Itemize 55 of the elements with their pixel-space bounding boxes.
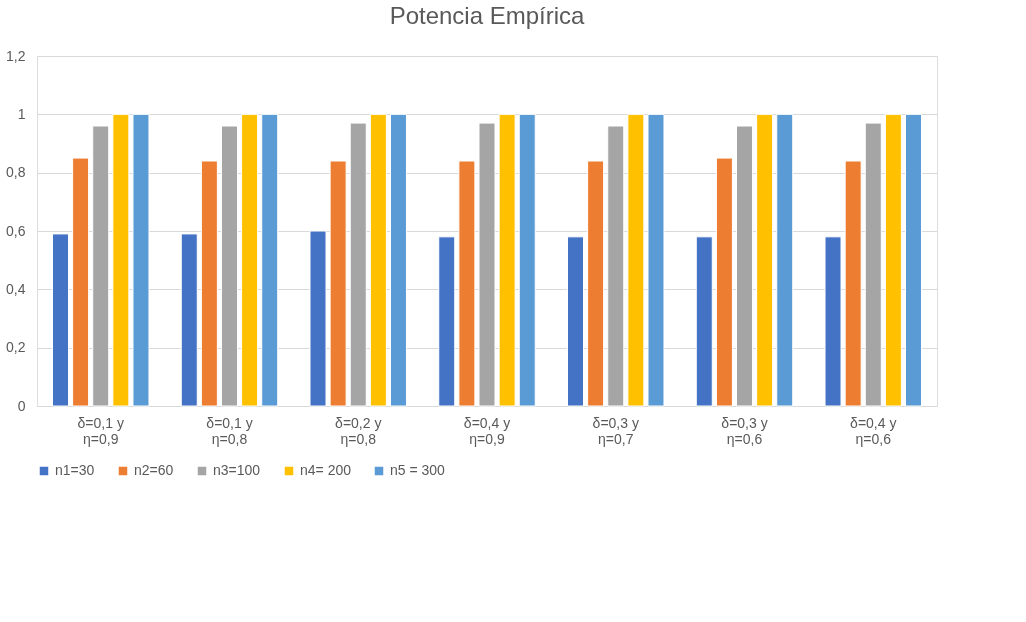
bar <box>241 113 259 407</box>
x-tick-label: δ=0,1 y η=0,8 <box>206 414 253 447</box>
bar <box>567 236 585 407</box>
bar <box>261 113 279 407</box>
bar <box>52 233 69 407</box>
y-tick-label: 0,6 <box>6 222 26 239</box>
x-tick-label: δ=0,1 y η=0,9 <box>77 414 124 447</box>
bar <box>112 113 130 407</box>
legend-label: n4= 200 <box>300 462 352 478</box>
x-tick-label: δ=0,3 y η=0,6 <box>721 414 768 447</box>
bar <box>458 160 476 407</box>
y-tick-label: 1 <box>17 105 26 122</box>
bar <box>92 125 110 407</box>
y-tick-label: 0,4 <box>6 280 26 297</box>
bar <box>478 122 496 407</box>
bar <box>200 160 218 407</box>
bar <box>389 113 407 407</box>
y-tick-label: 0,8 <box>6 164 26 181</box>
bar <box>884 113 902 407</box>
x-tick-label: δ=0,4 y η=0,9 <box>463 414 511 447</box>
y-tick-label: 0 <box>17 397 26 414</box>
bar <box>498 113 516 407</box>
legend-label: n5 = 300 <box>390 462 446 478</box>
legend-label: n3=100 <box>213 462 261 478</box>
bar <box>864 122 882 407</box>
bar <box>72 157 90 407</box>
bar <box>647 113 665 407</box>
legend-label: n2=60 <box>134 462 174 478</box>
bar <box>329 160 347 407</box>
bar <box>905 113 922 407</box>
bar <box>607 125 625 407</box>
bar <box>695 236 713 407</box>
bar <box>220 125 238 407</box>
bar <box>132 113 150 407</box>
bar <box>587 160 605 407</box>
bar <box>776 113 794 407</box>
bar <box>824 236 842 407</box>
x-tick-label: δ=0,4 y η=0,6 <box>850 414 897 447</box>
y-tick-label: 0,2 <box>6 339 26 356</box>
legend-label: n1=30 <box>55 462 95 478</box>
y-tick-label: 1,2 <box>6 47 26 64</box>
bar <box>309 230 327 407</box>
bar <box>715 157 733 407</box>
bar <box>180 233 198 407</box>
bar <box>756 113 774 407</box>
x-tick-label: δ=0,3 y η=0,7 <box>592 414 639 447</box>
bar <box>627 113 645 407</box>
bar <box>349 122 367 407</box>
bar <box>369 113 387 407</box>
bar <box>736 125 754 407</box>
x-tick-label: δ=0,2 y η=0,8 <box>335 414 382 447</box>
bar <box>844 160 862 407</box>
chart-title: Potencia Empírica <box>389 2 586 29</box>
bar <box>518 113 536 407</box>
bar <box>438 236 456 407</box>
